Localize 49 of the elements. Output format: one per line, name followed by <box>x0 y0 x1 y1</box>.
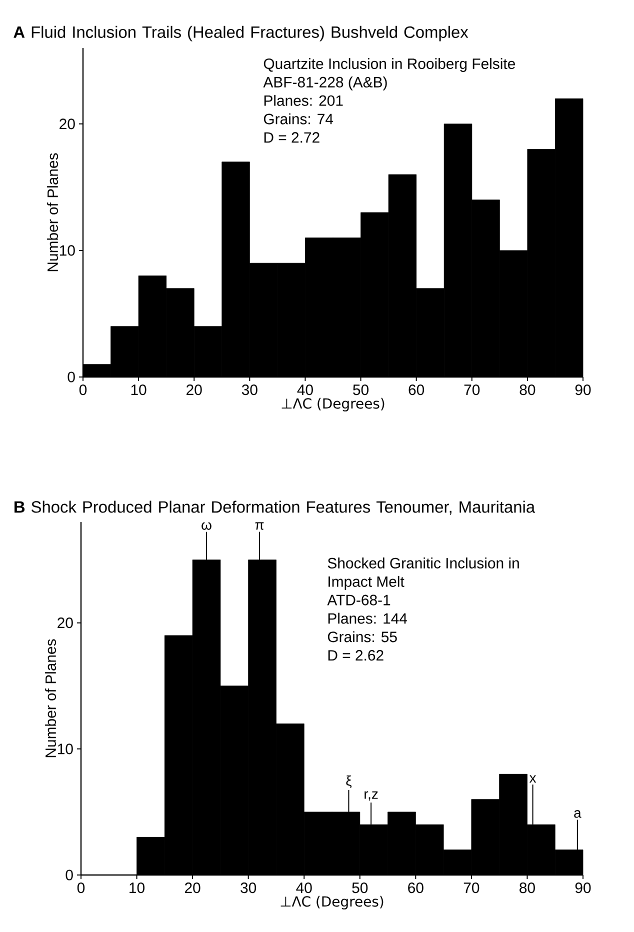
annotation: Planes: 144 <box>328 612 408 624</box>
annotation: ξ <box>346 775 352 788</box>
x-tick-label: 50 <box>352 882 368 894</box>
x-tick-label: 60 <box>408 384 424 396</box>
annotation: a <box>574 810 582 818</box>
y-tick-label: 0 <box>66 870 73 880</box>
x-tick-label: 50 <box>353 384 368 396</box>
x-tick-label: 40 <box>296 882 312 894</box>
y-tick-label: 20 <box>58 618 73 628</box>
annotation: ABF-81-228 (A&B) <box>263 76 387 90</box>
annotation: Planes: 201 <box>264 94 343 106</box>
y-axis-title: Number of Planes <box>45 639 56 758</box>
x-tick-label: 90 <box>575 882 591 894</box>
annotation: Grains: 74 <box>264 113 334 124</box>
annotation: x <box>529 775 536 783</box>
x-tick-label: 20 <box>186 384 202 396</box>
annotation: D = 2.72 <box>264 132 320 143</box>
annotation: Shocked Granitic Inclusion in <box>328 558 519 568</box>
x-tick-label: 70 <box>464 882 480 894</box>
annotation: π <box>255 522 264 530</box>
annotation: ATD-68-1 <box>327 594 390 606</box>
x-tick-label: 60 <box>408 882 424 894</box>
y-tick-label: 0 <box>68 372 75 382</box>
x-tick-label: 80 <box>520 384 536 396</box>
x-tick-label: 80 <box>520 882 535 894</box>
annotation: r,z <box>364 791 378 801</box>
chart-title: B Shock Produced Planar Deformation Features Tenoumer, Mauritania <box>14 500 536 515</box>
y-tick-label: 10 <box>58 744 73 754</box>
x-tick-label: 0 <box>79 384 87 396</box>
x-axis-title: ⊥ΛC (Degrees) <box>280 896 384 910</box>
x-axis-title: ⊥ΛC (Degrees) <box>282 398 384 412</box>
x-tick-label: 30 <box>242 384 258 396</box>
annotation: Quartzite Inclusion in Rooiberg Felsite <box>264 58 515 72</box>
annotation: Impact Melt <box>328 576 404 590</box>
y-axis-title: Number of Planes <box>47 153 58 272</box>
x-tick-label: 10 <box>130 882 144 894</box>
x-tick-label: 70 <box>464 384 480 396</box>
x-tick-label: 0 <box>77 882 85 894</box>
annotation: D = 2.62 <box>328 650 384 661</box>
x-tick-label: 90 <box>575 384 591 396</box>
x-tick-label: 10 <box>131 384 146 396</box>
x-tick-label: 40 <box>297 384 313 396</box>
annotation: ω <box>202 522 212 530</box>
x-tick-label: 30 <box>240 882 256 894</box>
x-tick-label: 20 <box>184 882 200 894</box>
y-tick-label: 10 <box>60 245 75 256</box>
chart-title: A Fluid Inclusion Trails (Healed Fractures) Bushveld Complex <box>14 26 468 42</box>
annotation: Grains: 55 <box>328 631 397 642</box>
y-tick-label: 20 <box>60 118 75 130</box>
